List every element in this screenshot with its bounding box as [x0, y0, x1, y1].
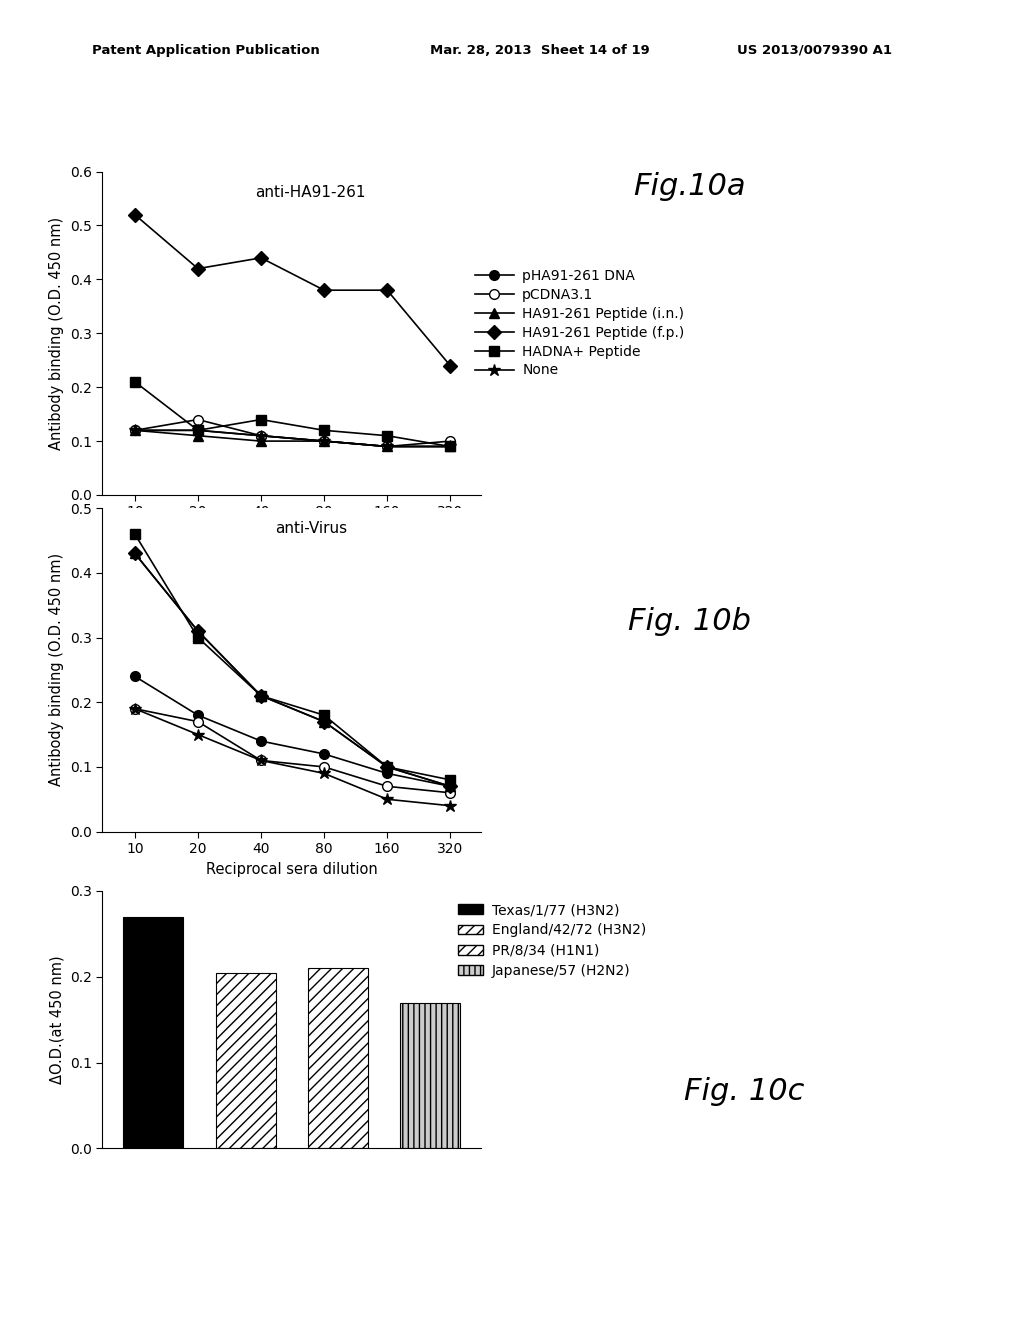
- Legend: Texas/1/77 (H3N2), England/42/72 (H3N2), PR/8/34 (H1N1), Japanese/57 (H2N2): Texas/1/77 (H3N2), England/42/72 (H3N2),…: [459, 903, 646, 978]
- Text: anti-HA91-261: anti-HA91-261: [256, 185, 366, 199]
- Y-axis label: ΔO.D.(at 450 nm): ΔO.D.(at 450 nm): [49, 956, 65, 1084]
- Bar: [308, 969, 368, 1148]
- Text: Fig. 10c: Fig. 10c: [684, 1077, 805, 1106]
- Bar: [123, 916, 183, 1148]
- Text: US 2013/0079390 A1: US 2013/0079390 A1: [737, 44, 892, 57]
- Bar: [400, 1003, 461, 1148]
- Legend: pHA91-261 DNA, pCDNA3.1, HA91-261 Peptide (i.n.), HA91-261 Peptide (f.p.), HADNA: pHA91-261 DNA, pCDNA3.1, HA91-261 Peptid…: [475, 269, 684, 378]
- Text: Mar. 28, 2013  Sheet 14 of 19: Mar. 28, 2013 Sheet 14 of 19: [430, 44, 650, 57]
- X-axis label: Reciprocal sera dilution: Reciprocal sera dilution: [206, 862, 378, 876]
- Y-axis label: Antibody binding (O.D. 450 nm): Antibody binding (O.D. 450 nm): [49, 553, 65, 787]
- Text: Patent Application Publication: Patent Application Publication: [92, 44, 319, 57]
- Y-axis label: Antibody binding (O.D. 450 nm): Antibody binding (O.D. 450 nm): [49, 216, 65, 450]
- Bar: [216, 973, 275, 1148]
- Text: Fig.10a: Fig.10a: [633, 172, 745, 201]
- Text: anti-Virus: anti-Virus: [274, 521, 347, 536]
- X-axis label: Reciprocal sera dilution: Reciprocal sera dilution: [206, 525, 378, 540]
- Text: Fig. 10b: Fig. 10b: [628, 607, 751, 636]
